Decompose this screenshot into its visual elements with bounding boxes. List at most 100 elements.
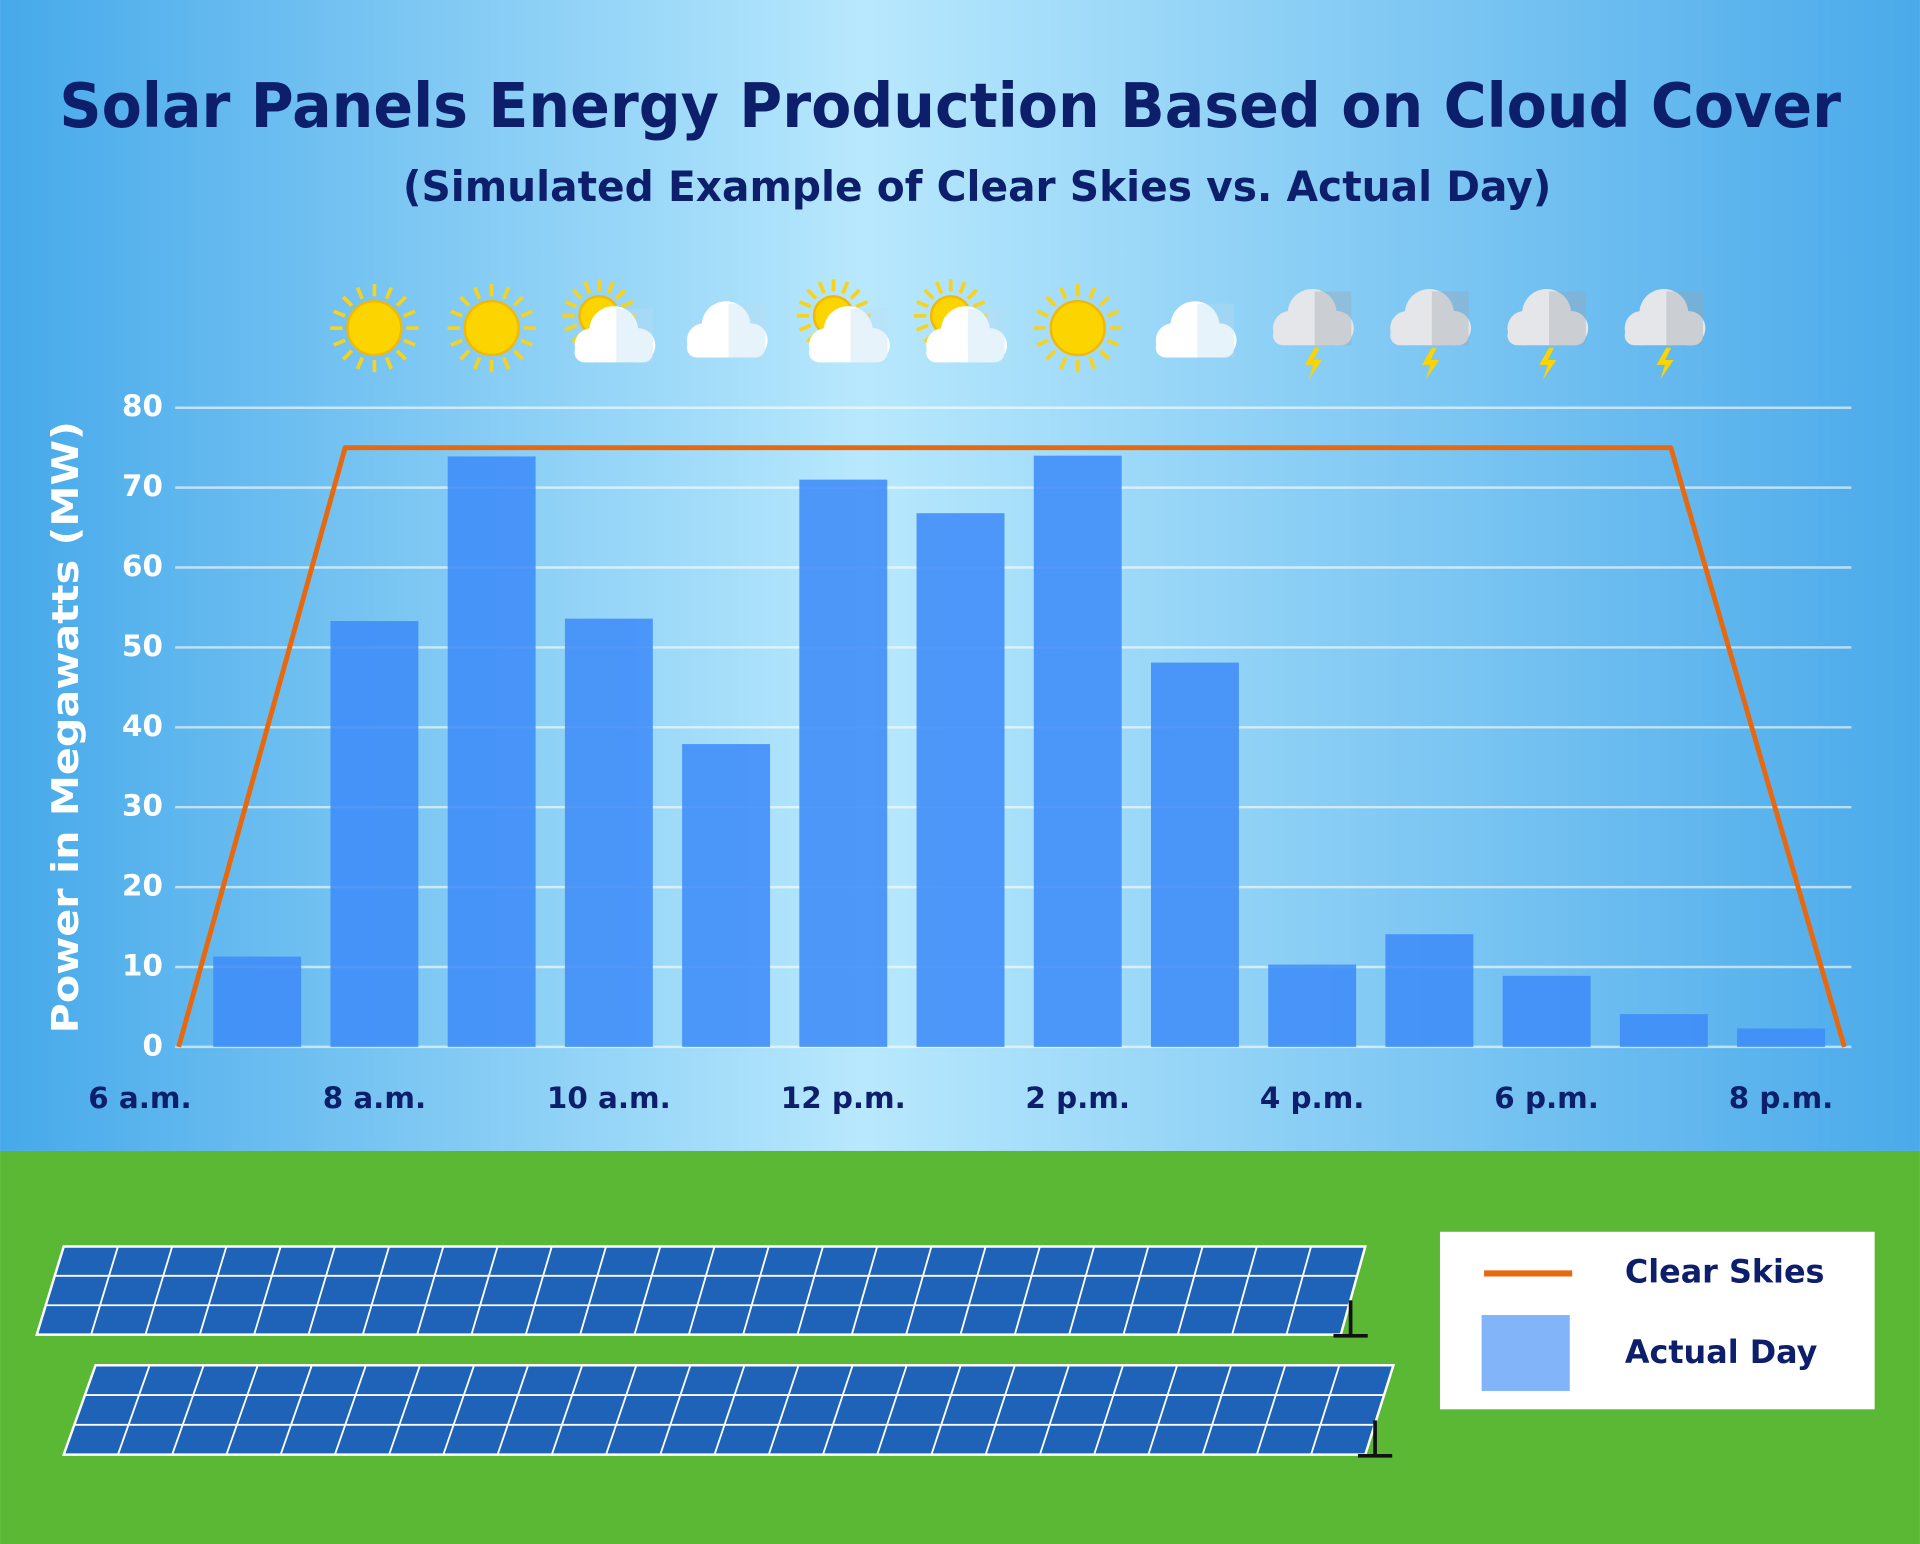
sun-ray xyxy=(355,356,364,370)
cloud-shade xyxy=(1549,291,1586,346)
panel-grid xyxy=(550,1364,584,1455)
y-tick-label: 50 xyxy=(122,629,163,663)
panel-grid xyxy=(361,1246,390,1335)
sun-ray xyxy=(615,288,627,300)
cloud-base xyxy=(1390,325,1469,346)
sun-ray xyxy=(1088,286,1097,300)
sun-disc xyxy=(463,299,520,357)
sun-ray xyxy=(332,309,346,318)
cloud-base xyxy=(926,342,1005,363)
sun-ray xyxy=(395,349,407,361)
y-tick-label: 20 xyxy=(122,869,163,903)
panel-grid xyxy=(416,1246,445,1335)
cloud-base xyxy=(1624,325,1704,346)
y-tick-label: 10 xyxy=(122,948,163,982)
weather-icons xyxy=(330,279,1706,380)
panel-grid xyxy=(822,1364,854,1455)
bar xyxy=(1502,975,1591,1047)
x-tick-label: 12 p.m. xyxy=(781,1081,906,1115)
panel-grid xyxy=(198,1246,228,1335)
sun-ray xyxy=(1036,309,1050,318)
cloud-base xyxy=(574,342,653,363)
panel-grid xyxy=(117,1364,151,1455)
x-tick-label: 6 p.m. xyxy=(1494,1081,1599,1115)
cloud-base xyxy=(809,342,888,363)
sun-ray xyxy=(520,309,534,318)
sun-ray xyxy=(916,300,929,309)
panel-grid xyxy=(1039,1364,1070,1455)
bar xyxy=(799,479,888,1047)
cloud-shade xyxy=(1666,291,1704,346)
sun-ray xyxy=(564,300,578,309)
sun-ray xyxy=(1106,309,1120,318)
sun-ray xyxy=(966,288,978,300)
sun-ray xyxy=(403,309,416,318)
panel-grid xyxy=(687,1246,716,1335)
panel-grid xyxy=(1176,1246,1204,1335)
cloud-shade xyxy=(967,308,1005,363)
panel-grid xyxy=(279,1364,313,1455)
sun-ray xyxy=(403,338,416,347)
x-tick-label: 10 a.m. xyxy=(547,1081,671,1115)
sun-ray xyxy=(1059,356,1068,370)
bar xyxy=(1150,662,1239,1047)
panel-grid xyxy=(470,1246,499,1335)
bar xyxy=(1033,455,1122,1047)
sun-ray xyxy=(512,349,525,361)
cloud-shade xyxy=(616,308,653,363)
cloud-shade xyxy=(1431,291,1469,346)
panel-grid xyxy=(90,1246,119,1335)
sun-ray xyxy=(849,288,861,300)
panel-grid xyxy=(876,1364,908,1455)
panel-grid xyxy=(1310,1364,1341,1455)
sun-ray xyxy=(450,309,463,318)
y-tick-label: 70 xyxy=(122,469,163,503)
panel-grid xyxy=(930,1364,962,1455)
cloud-shade xyxy=(1314,291,1352,346)
sun-ray xyxy=(473,356,482,370)
panel-grid xyxy=(984,1364,1016,1455)
panel-grid xyxy=(796,1246,824,1335)
panel-grid xyxy=(1147,1364,1179,1455)
x-tick-label: 2 p.m. xyxy=(1025,1081,1130,1115)
panel-grid xyxy=(1122,1246,1150,1335)
y-tick-label: 0 xyxy=(142,1028,162,1062)
panel-grid xyxy=(767,1364,800,1455)
panel-grid xyxy=(659,1364,692,1455)
panel-grid xyxy=(1013,1246,1041,1335)
y-tick-label: 30 xyxy=(122,789,163,823)
panel-grid xyxy=(524,1246,553,1335)
lightning xyxy=(1304,347,1322,380)
bar xyxy=(213,956,302,1047)
panel-grid xyxy=(1255,1364,1287,1455)
sun-ray xyxy=(355,286,364,300)
cloud-base xyxy=(1507,325,1586,346)
panel-grid xyxy=(579,1246,607,1335)
bar xyxy=(330,621,419,1047)
lightning xyxy=(1656,347,1674,380)
cloud-base xyxy=(1272,325,1352,346)
bar xyxy=(564,618,653,1047)
lightning xyxy=(1422,347,1440,380)
panel-grid xyxy=(388,1364,421,1455)
sun-ray xyxy=(450,338,463,347)
sun-ray xyxy=(1045,295,1057,307)
bar xyxy=(447,456,536,1047)
sun-ray xyxy=(817,281,826,294)
panel-grid xyxy=(605,1364,638,1455)
panel-grid xyxy=(1068,1246,1096,1335)
sun-ray xyxy=(341,349,354,361)
panel-grid xyxy=(633,1246,662,1335)
sun-ray xyxy=(972,300,986,309)
y-tick-label: 40 xyxy=(122,709,163,743)
sun-ray xyxy=(855,300,869,309)
sun-ray xyxy=(1045,349,1057,361)
panel-grid xyxy=(1093,1364,1124,1455)
sun-ray xyxy=(916,323,929,332)
sun-disc xyxy=(1049,299,1106,357)
sun-ray xyxy=(934,281,944,294)
bar xyxy=(916,513,1005,1047)
sun-ray xyxy=(512,295,525,307)
